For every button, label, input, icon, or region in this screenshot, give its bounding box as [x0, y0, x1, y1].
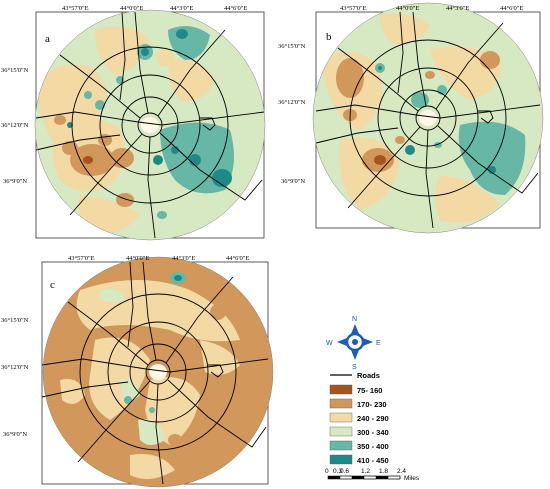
panel-b-label: b [326, 31, 332, 43]
panel-c-lon-tick: 44°3'0"E [172, 255, 195, 262]
legend-roads-label: Roads [357, 371, 380, 380]
panel-c-lat-tick: 36°9'0"N [3, 431, 27, 438]
panel-c-lon-tick: 44°6'0"E [226, 255, 249, 262]
panel-a-lat-tick: 36°9'0"N [3, 178, 27, 185]
legend-swatch [329, 412, 353, 423]
compass-e-label: E [376, 340, 381, 347]
panel-b-lat-tick: 36°12'0"N [278, 99, 306, 106]
panel-b-lon-ticks: 43°57'0"E 44°0'0"E 44°3'0"E 44°6'0"E [340, 5, 523, 12]
panel-c: c 43°57'0"E 44°0'0"E 44°3'0"E 44°6'0"E 3… [1, 255, 274, 488]
north-arrow-compass: N E S W [326, 316, 381, 371]
scale-tick-label: 2.4 [397, 468, 406, 475]
compass-north-point [351, 324, 359, 334]
legend-swatch [329, 426, 353, 437]
panel-a-lon-ticks: 43°57'0"E 44°0'0"E 44°3'0"E 44°6'0"E [62, 5, 247, 12]
panel-a-roads [35, 11, 265, 239]
scale-unit-label: Miles [404, 475, 420, 482]
panel-b-lon-tick: 44°6'0"E [500, 5, 523, 12]
compass-east-point [363, 338, 373, 346]
panel-a-lon-tick: 44°0'0"E [120, 5, 143, 12]
panel-b-lat-ticks: 36°15'0"N 36°12'0"N 36°9'0"N [278, 43, 306, 185]
panel-c-lon-tick: 44°0'0"E [126, 255, 149, 262]
scale-bar: 0 0.30.6 1.2 1.8 2.4 Miles [325, 468, 420, 482]
panel-c-label: c [50, 279, 55, 291]
panel-b: b 43°57'0"E 44°0'0"E 44°3'0"E 44°6'0"E 3… [278, 2, 544, 234]
panel-b-lon-tick: 44°3'0"E [446, 5, 469, 12]
panel-b-lat-tick: 36°9'0"N [281, 178, 305, 185]
compass-w-label: W [326, 340, 333, 347]
legend-swatch [329, 454, 353, 465]
panel-a-lon-tick: 44°6'0"E [224, 5, 247, 12]
scale-tick-label: 0 [325, 468, 329, 475]
legend-label: 350 - 400 [357, 442, 389, 451]
panel-a-lat-tick: 36°15'0"N [1, 67, 29, 74]
panel-b-roads [315, 11, 541, 229]
legend-swatch [329, 398, 353, 409]
panel-c-surface [43, 257, 273, 487]
legend-label: 240 - 290 [357, 414, 389, 423]
panel-b-lon-tick: 44°0'0"E [396, 5, 419, 12]
compass-west-point [337, 338, 347, 346]
scale-tick-label: 1.8 [379, 468, 388, 475]
panel-c-lon-tick: 43°57'0"E [68, 255, 95, 262]
scale-tick-labels: 0 0.30.6 1.2 1.8 2.4 [325, 468, 406, 475]
legend-label: 75- 160 [357, 386, 382, 395]
legend-label: 300 - 340 [357, 428, 389, 437]
scale-tick-label: 0.3 [333, 468, 342, 475]
scale-tick-label: 1.2 [361, 468, 370, 475]
panel-c-roads [41, 261, 269, 485]
legend-label: 170- 230 [357, 400, 387, 409]
compass-south-point [351, 350, 359, 360]
legend-swatch [329, 440, 353, 451]
panel-a-label: a [45, 33, 50, 45]
panel-c-lat-ticks: 36°15'0"N 36°12'0"N 36°9'0"N [1, 317, 29, 438]
scale-tick-label: 0.6 [340, 468, 349, 475]
panel-a-lat-tick: 36°12'0"N [1, 122, 29, 129]
compass-s-label: S [352, 364, 357, 371]
panel-a-lon-tick: 44°3'0"E [170, 5, 193, 12]
panel-b-lon-tick: 43°57'0"E [340, 5, 367, 12]
legend: Roads 75- 160 170- 230 240 - 290 300 - 340 3… [329, 371, 389, 465]
panel-b-lat-tick: 36°15'0"N [278, 43, 306, 50]
panel-c-lat-tick: 36°15'0"N [1, 317, 29, 324]
panel-a: a 43°57'0"E 44°0'0"E 44°3'0"E 44°6'0"E 3… [1, 5, 266, 241]
panel-a-lat-ticks: 36°15'0"N 36°12'0"N 36°9'0"N [1, 67, 29, 185]
legend-classes: 75- 160 170- 230 240 - 290 300 - 340 350 - 4… [329, 384, 389, 465]
panel-c-lat-tick: 36°12'0"N [1, 364, 29, 371]
panel-a-lon-tick: 43°57'0"E [62, 5, 89, 12]
panel-a-surface [35, 10, 265, 240]
panel-b-surface [313, 3, 543, 233]
legend-swatch [329, 384, 353, 395]
legend-label: 410 - 450 [357, 456, 389, 465]
panel-c-lon-ticks: 43°57'0"E 44°0'0"E 44°3'0"E 44°6'0"E [68, 255, 249, 262]
compass-n-label: N [352, 316, 357, 323]
